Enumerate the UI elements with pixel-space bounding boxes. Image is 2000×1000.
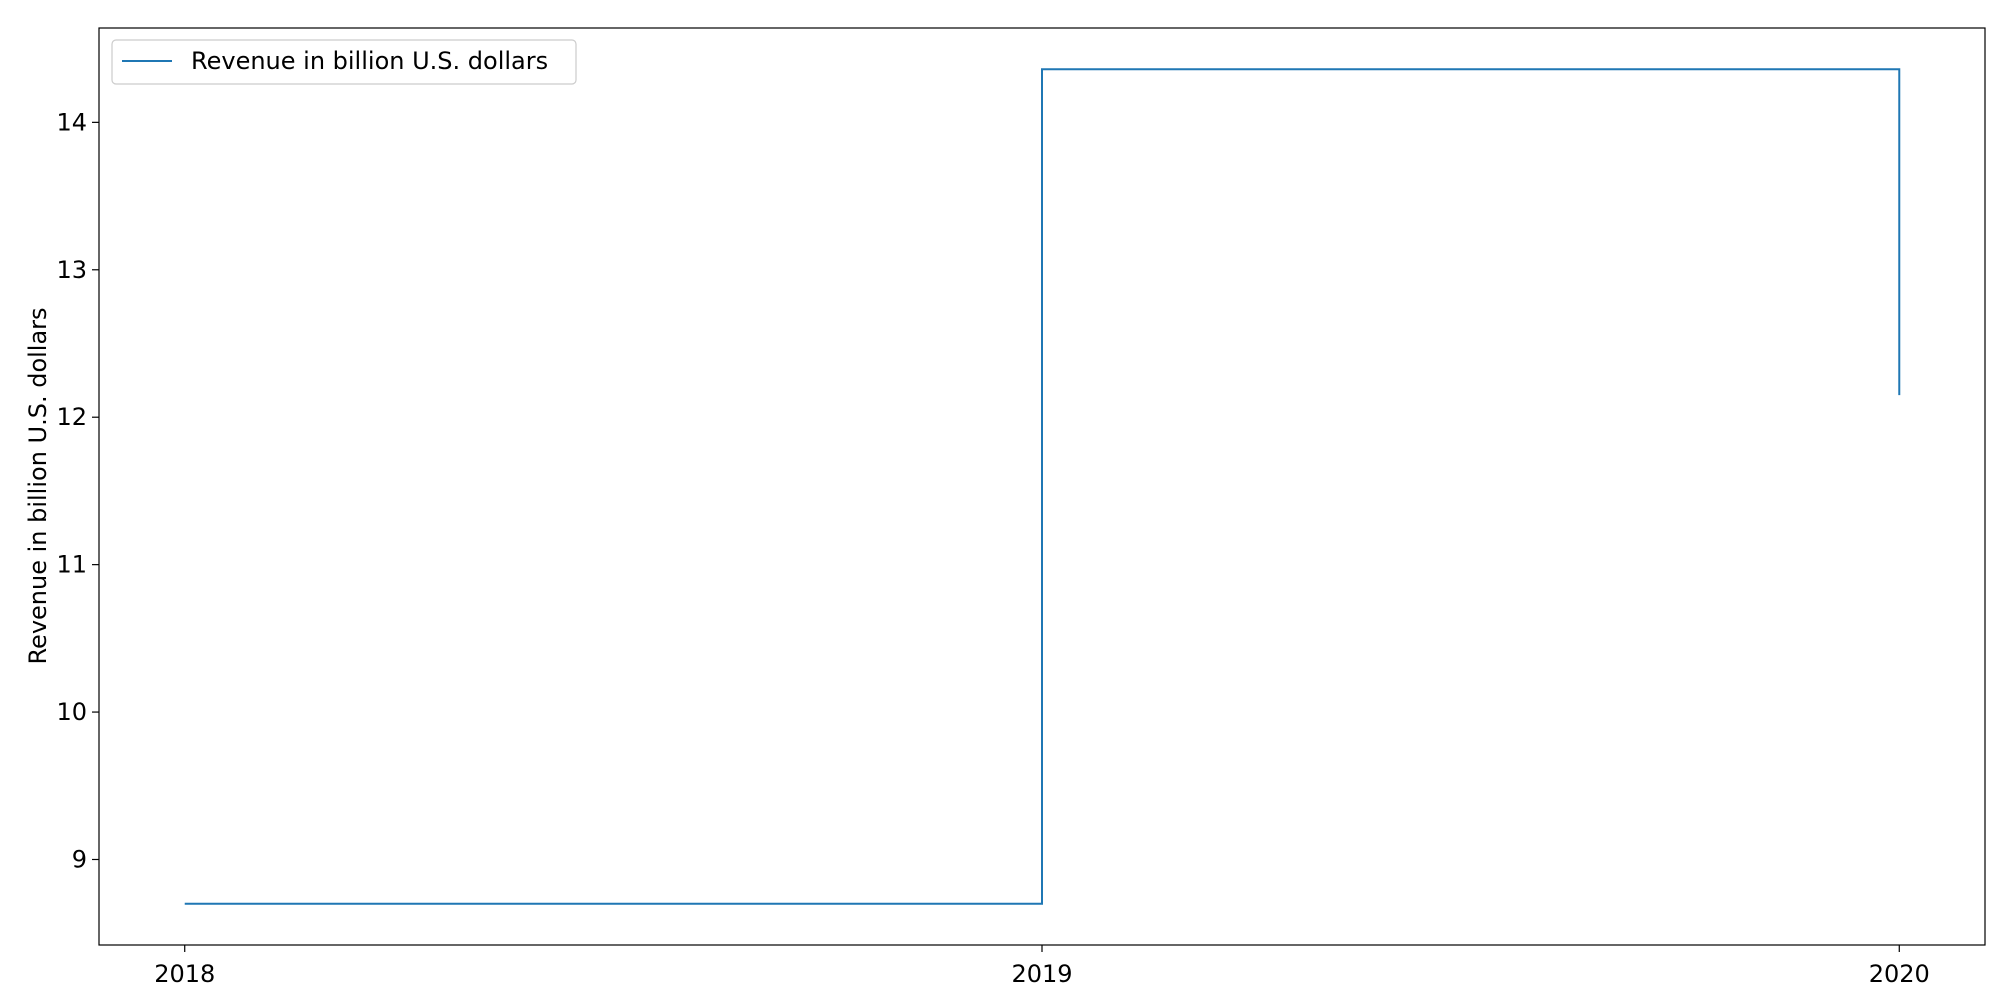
x-tick-label: 2018 [154, 960, 215, 988]
ticks-layer: 9 10 11 12 13 14 2018 2019 2020 [56, 108, 1929, 988]
legend-box [111, 39, 577, 85]
x-tick-label: 2020 [1869, 960, 1930, 988]
y-tick-label: 10 [56, 698, 87, 726]
series-line [184, 68, 1901, 905]
series-layer [184, 68, 1901, 905]
y-tick-label: 12 [56, 403, 87, 431]
legend: Revenue in billion U.S. dollars [111, 39, 577, 85]
y-tick-label: 11 [56, 551, 87, 579]
y-tick-label: 13 [56, 256, 87, 284]
y-tick-label: 9 [72, 845, 87, 873]
y-tick-label: 14 [56, 108, 87, 136]
x-tick-label: 2019 [1011, 960, 1072, 988]
legend-label: Revenue in billion U.S. dollars [191, 47, 548, 75]
y-axis-title: Revenue in billion U.S. dollars [24, 307, 52, 664]
plot-frame [98, 27, 1986, 946]
